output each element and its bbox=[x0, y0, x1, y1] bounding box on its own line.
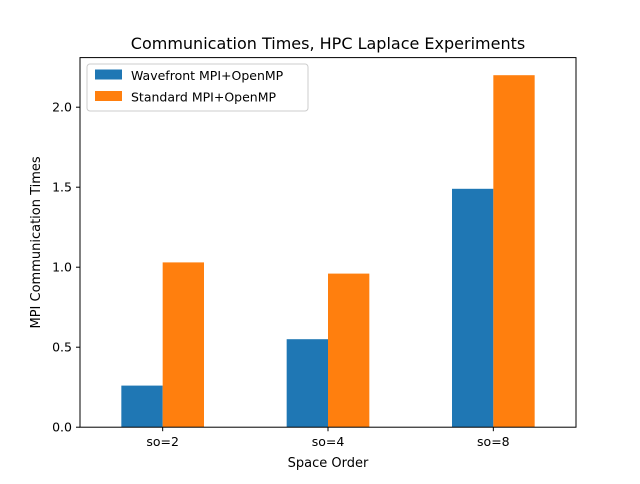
bar-wavefront-2 bbox=[452, 188, 494, 428]
bar-standard-2 bbox=[493, 75, 535, 428]
chart-title: Communication Times, HPC Laplace Experim… bbox=[131, 34, 525, 53]
y-tick-label: 2.0 bbox=[52, 100, 72, 115]
y-tick-label: 0.5 bbox=[52, 340, 72, 355]
y-tick-label: 0.0 bbox=[52, 420, 72, 435]
bar-wavefront-0 bbox=[121, 385, 163, 428]
bar-wavefront-1 bbox=[286, 339, 328, 428]
x-axis-label: Space Order bbox=[288, 456, 369, 471]
legend: Wavefront MPI+OpenMP Standard MPI+OpenMP bbox=[86, 63, 309, 112]
legend-label-wavefront: Wavefront MPI+OpenMP bbox=[131, 68, 284, 83]
legend-swatch-wavefront bbox=[95, 69, 122, 80]
legend-label-standard: Standard MPI+OpenMP bbox=[131, 90, 276, 105]
x-tick-label: so=2 bbox=[146, 434, 179, 449]
bar-standard-1 bbox=[328, 273, 370, 428]
legend-box bbox=[86, 63, 309, 112]
y-axis: 0.0 0.5 1.0 1.5 2.0 bbox=[52, 100, 80, 435]
y-tick-label: 1.5 bbox=[52, 180, 72, 195]
legend-swatch-standard bbox=[95, 91, 122, 101]
bar-standard-0 bbox=[162, 262, 204, 428]
x-axis: so=2 so=4 so=8 bbox=[146, 427, 510, 449]
x-tick-label: so=8 bbox=[477, 434, 510, 449]
y-axis-label: MPI Communication Times bbox=[29, 156, 44, 328]
x-tick-label: so=4 bbox=[312, 434, 345, 449]
plot-frame bbox=[79, 57, 577, 428]
bars-layer bbox=[121, 75, 535, 428]
y-tick-label: 1.0 bbox=[52, 260, 72, 275]
